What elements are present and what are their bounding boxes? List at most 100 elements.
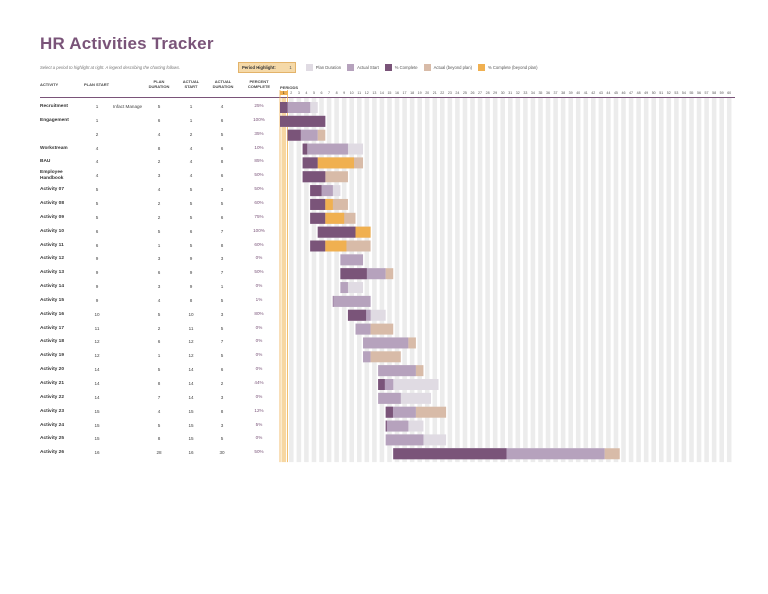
period-number: 23: [447, 91, 452, 95]
period-column: [621, 98, 626, 463]
actual-duration: 2: [220, 381, 224, 386]
plan-duration: 6: [157, 270, 161, 276]
actual-start: 11: [188, 325, 194, 331]
activity-name: Activity 25: [40, 436, 64, 442]
actual-start: 14: [188, 381, 194, 386]
legend: Period Highlight: 1 Plan Duration Actual …: [238, 62, 538, 73]
actual-start: 9: [189, 270, 193, 276]
plan-start: 4: [95, 145, 99, 151]
actual-start: 2: [189, 131, 193, 137]
period-column: [296, 98, 302, 463]
period-number: 38: [561, 91, 566, 95]
period-number: 20: [425, 91, 430, 95]
period-column: [440, 98, 445, 463]
plan-duration: 3: [157, 284, 161, 290]
page-title: HR Activities Tracker: [40, 34, 214, 53]
period-column: [560, 98, 566, 463]
percent-complete: 50%: [254, 449, 264, 455]
period-column: [575, 98, 581, 463]
actual-start: 12: [188, 339, 194, 345]
complete-bar: [310, 212, 326, 224]
activity-name: Activity 21: [40, 381, 64, 386]
activity-name: BAU: [40, 159, 51, 165]
period-number: 57: [704, 91, 709, 95]
actual-start: 1: [189, 117, 193, 123]
period-number: 18: [410, 91, 415, 95]
percent-complete: 75%: [254, 213, 264, 219]
legend-swatch: [384, 64, 392, 71]
actual-beyond-bar: [604, 448, 620, 460]
period-number: 32: [515, 91, 520, 95]
plan-start: 6: [95, 228, 99, 234]
actual-duration: 6: [220, 214, 224, 220]
plan-duration: 6: [157, 339, 161, 345]
period-number: 14: [379, 91, 384, 95]
plan-start: 12: [94, 339, 100, 345]
plan-duration: 4: [157, 131, 161, 137]
period-column: [659, 98, 664, 463]
actual-bar: [385, 434, 424, 446]
actual-start: 4: [189, 145, 193, 151]
period-column: [613, 98, 619, 463]
legend-swatch: [423, 64, 431, 71]
period-column: [704, 98, 709, 463]
actual-beyond-bar: [370, 351, 401, 363]
plan-start: 9: [95, 256, 99, 262]
activity-name: Activity 16: [40, 311, 64, 317]
period-highlight-box[interactable]: Period Highlight: 1: [238, 62, 296, 73]
actual-beyond-bar: [385, 268, 394, 280]
period-number: 22: [440, 91, 445, 95]
percent-complete: 50%: [254, 186, 264, 192]
period-number: 47: [629, 91, 634, 95]
actual-bar: [385, 420, 409, 432]
period-column: [583, 98, 589, 463]
period-number: 17: [402, 91, 407, 95]
activity-name: Activity 17: [40, 325, 64, 331]
period-column: [598, 98, 604, 463]
period-column: [568, 98, 573, 463]
period-number: 16: [395, 91, 399, 95]
period-number: 5: [312, 91, 315, 95]
period-column: [711, 98, 717, 463]
activity-name: Activity 12: [40, 256, 64, 262]
activity-name: Workstream: [40, 145, 68, 151]
plan-duration: 3: [157, 256, 161, 262]
header-activity: ACTIVITY: [40, 82, 59, 87]
actual-beyond-bar: [325, 240, 371, 252]
complete-beyond-bar: [317, 157, 354, 169]
period-column: [387, 98, 392, 463]
activity-name: Activity 13: [40, 270, 64, 276]
actual-duration: 5: [220, 436, 224, 442]
percent-complete: 85%: [254, 158, 264, 164]
period-number: 53: [674, 91, 679, 95]
complete-beyond-bar: [325, 198, 333, 210]
actual-start: 9: [189, 284, 193, 290]
legend-swatch: [478, 64, 485, 71]
activity-name: Activity 14: [40, 284, 64, 290]
period-number: 60: [727, 91, 732, 95]
activity-name: Activity 22: [40, 394, 64, 400]
period-highlight-input[interactable]: 1: [289, 65, 292, 70]
period-column: [628, 98, 634, 463]
percent-complete: 0%: [255, 324, 263, 330]
period-number: 21: [432, 91, 437, 95]
plan-start: 9: [95, 297, 99, 303]
plan-duration: 28: [156, 450, 162, 456]
activity-name: Activity 10: [40, 228, 64, 234]
period-number: 27: [478, 91, 483, 95]
period-column: [364, 98, 370, 463]
plan-start: 15: [94, 436, 100, 442]
period-number: 7: [328, 91, 331, 95]
period-column: [606, 98, 611, 463]
percent-complete: 50%: [254, 269, 264, 275]
plan-duration: 2: [157, 200, 161, 206]
percent-complete: 60%: [254, 241, 264, 247]
period-number: 49: [644, 91, 649, 95]
actual-duration: 1: [220, 284, 224, 290]
actual-start: 9: [189, 256, 193, 262]
period-number: 54: [681, 91, 686, 95]
period-column: [372, 98, 377, 463]
period-number: 44: [606, 91, 611, 95]
actual-duration: 3: [220, 311, 224, 317]
complete-beyond-bar: [355, 226, 371, 238]
